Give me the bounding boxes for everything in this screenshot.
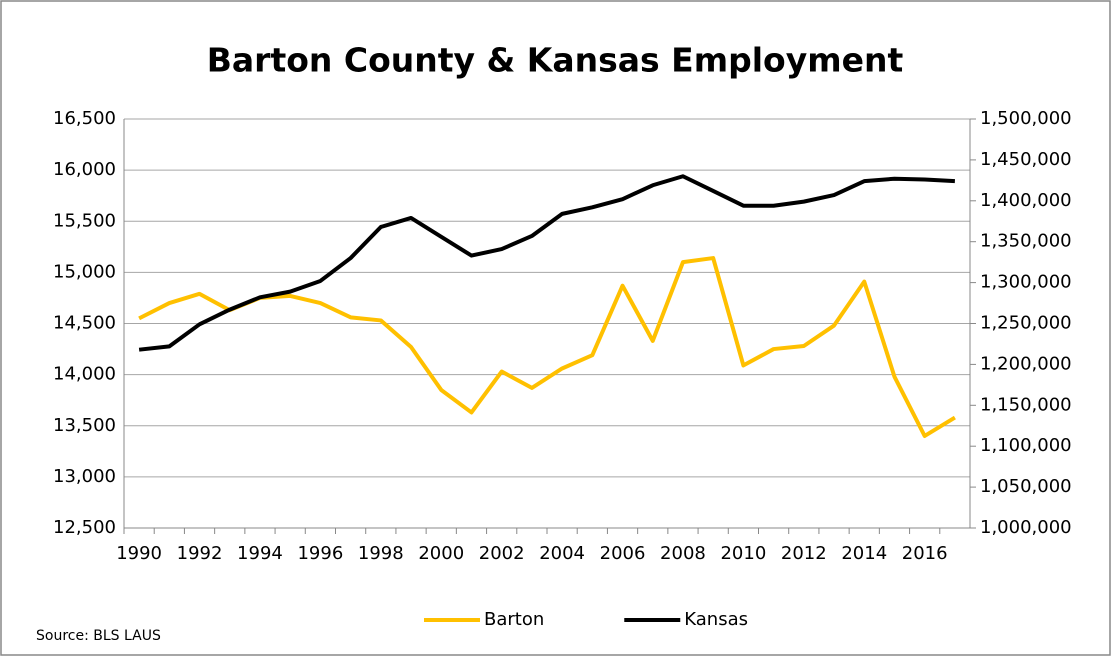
chart-title: Barton County & Kansas Employment — [207, 41, 904, 80]
y2-tick-label: 1,250,000 — [980, 313, 1072, 334]
y-tick-label: 14,500 — [53, 313, 116, 334]
source-note: Source: BLS LAUS — [36, 628, 161, 644]
y2-tick-label: 1,500,000 — [980, 108, 1072, 129]
y-tick-label: 15,000 — [53, 261, 116, 282]
x-tick-label: 1992 — [177, 543, 223, 564]
y-tick-label: 16,500 — [53, 108, 116, 129]
y-tick-label: 13,000 — [53, 466, 116, 487]
y2-tick-label: 1,000,000 — [980, 517, 1072, 538]
x-tick-label: 2010 — [720, 543, 766, 564]
y2-tick-label: 1,400,000 — [980, 190, 1072, 211]
y-tick-label: 16,000 — [53, 159, 116, 180]
legend-label: Kansas — [684, 609, 748, 630]
y2-tick-label: 1,450,000 — [980, 149, 1072, 170]
x-tick-label: 2004 — [539, 543, 585, 564]
x-tick-label: 2000 — [418, 543, 464, 564]
x-tick-label: 2016 — [902, 543, 948, 564]
y-tick-label: 13,500 — [53, 415, 116, 436]
x-tick-label: 2008 — [660, 543, 706, 564]
legend-label: Barton — [484, 609, 544, 630]
y2-tick-label: 1,050,000 — [980, 476, 1072, 497]
x-tick-label: 2014 — [841, 543, 887, 564]
x-tick-label: 1996 — [297, 543, 343, 564]
x-tick-label: 1994 — [237, 543, 283, 564]
y2-tick-label: 1,100,000 — [980, 435, 1072, 456]
x-tick-label: 1998 — [358, 543, 404, 564]
y-tick-label: 12,500 — [53, 517, 116, 538]
y2-tick-label: 1,300,000 — [980, 272, 1072, 293]
x-tick-label: 2012 — [781, 543, 827, 564]
y2-tick-label: 1,200,000 — [980, 353, 1072, 374]
series-line — [138, 174, 956, 352]
y-tick-label: 14,000 — [53, 364, 116, 385]
x-tick-label: 2006 — [600, 543, 646, 564]
series-line — [138, 256, 956, 438]
x-tick-label: 2002 — [479, 543, 525, 564]
y2-tick-label: 1,350,000 — [980, 231, 1072, 252]
y2-tick-label: 1,150,000 — [980, 394, 1072, 415]
y-tick-label: 15,500 — [53, 210, 116, 231]
x-tick-label: 1990 — [116, 543, 162, 564]
